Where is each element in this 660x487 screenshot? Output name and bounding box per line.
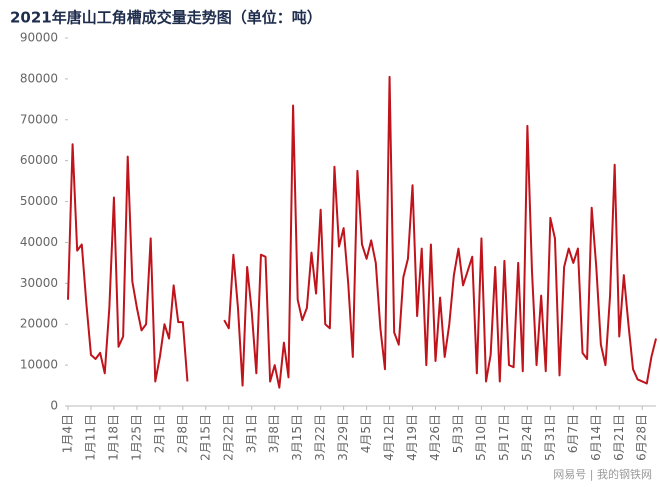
x-tick-label: 4月26日	[428, 414, 442, 461]
y-tick-label: 30000	[20, 276, 58, 290]
x-tick-label: 1月4日	[61, 414, 75, 453]
x-tick-label: 1月11日	[83, 414, 97, 461]
y-tick-label: 80000	[20, 71, 58, 85]
y-tick-label: 20000	[20, 317, 58, 331]
y-tick-label: 0	[50, 399, 58, 413]
x-tick-label: 2月1日	[152, 414, 166, 453]
x-tick-label: 6月28日	[635, 414, 649, 461]
x-tick-label: 3月1日	[244, 414, 258, 453]
chart-title: 2021年唐山工角槽成交量走势图（单位：吨）	[10, 9, 322, 27]
x-tick-label: 6月14日	[589, 414, 603, 461]
x-tick-label: 6月21日	[612, 414, 626, 461]
y-tick-label: 60000	[20, 153, 58, 167]
x-tick-label: 5月17日	[497, 414, 511, 461]
x-tick-label: 1月25日	[129, 414, 143, 461]
watermark: 网易号 | 我的钢铁网	[553, 467, 652, 481]
x-tick-label: 5月10日	[474, 414, 488, 461]
x-tick-label: 5月3日	[451, 414, 465, 453]
x-tick-label: 4月12日	[382, 414, 396, 461]
x-tick-label: 3月29日	[336, 414, 350, 461]
x-tick-label: 1月18日	[106, 414, 120, 461]
y-tick-label: 10000	[20, 358, 58, 372]
y-tick-label: 70000	[20, 112, 58, 126]
y-tick-label: 90000	[20, 31, 58, 45]
x-tick-label: 2月8日	[175, 414, 189, 453]
x-tick-label: 2月22日	[221, 414, 235, 461]
line-series	[67, 75, 657, 389]
x-tick-label: 5月24日	[520, 414, 534, 461]
y-tick-label: 40000	[20, 235, 58, 249]
x-tick-label: 3月22日	[313, 414, 327, 461]
x-tick-label: 4月19日	[405, 414, 419, 461]
x-tick-label: 4月5日	[359, 414, 373, 453]
y-tick-label: 50000	[20, 194, 58, 208]
x-tick-label: 5月31日	[543, 414, 557, 461]
x-tick-label: 3月8日	[267, 414, 281, 453]
x-tick-label: 6月7日	[566, 414, 580, 453]
x-tick-label: 2月15日	[198, 414, 212, 461]
x-tick-label: 3月15日	[290, 414, 304, 461]
